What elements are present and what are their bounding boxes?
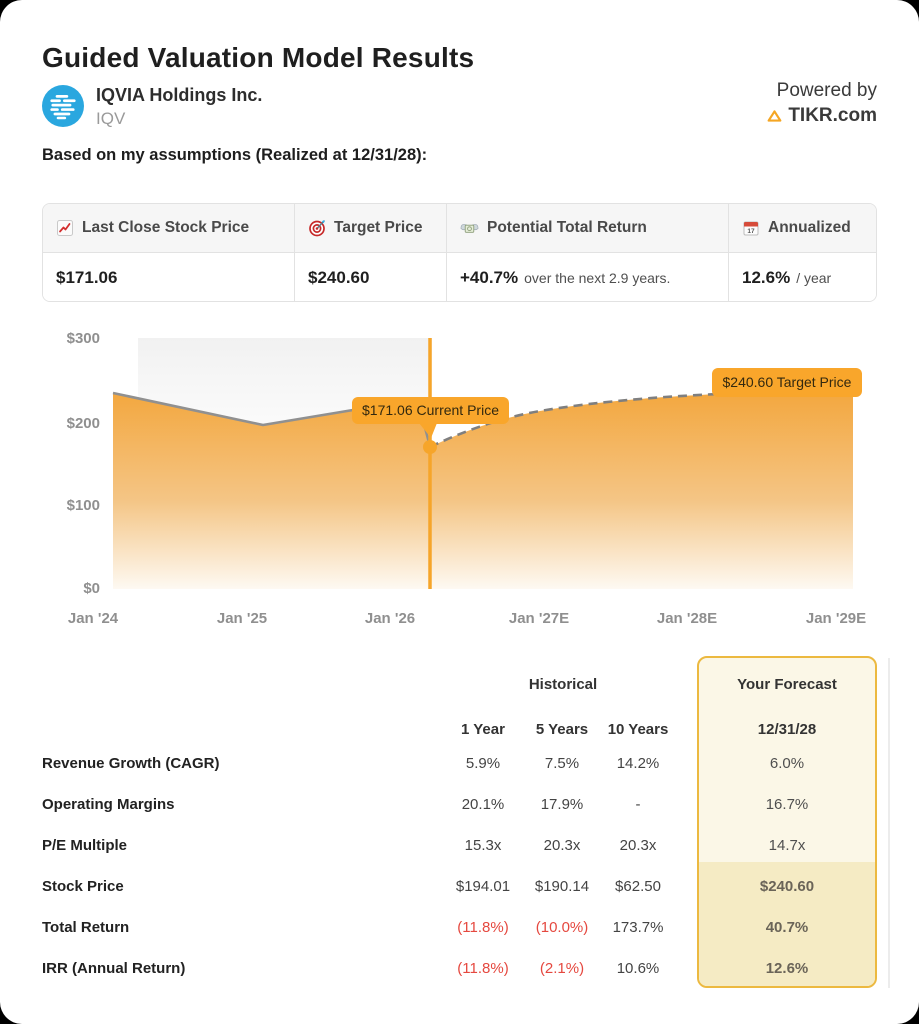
table-cell: 5.9% — [465, 755, 501, 772]
your-forecast-header: Your Forecast — [737, 676, 837, 693]
table-scrollbar-track[interactable] — [888, 658, 890, 988]
your-forecast-column-box — [697, 656, 877, 988]
summary-label: Annualized — [768, 219, 851, 236]
forecast-cell: 16.7% — [765, 796, 809, 813]
svg-text:17: 17 — [747, 228, 755, 235]
svg-text:Jan '27E: Jan '27E — [509, 610, 569, 627]
forecast-cell: 6.0% — [769, 755, 805, 772]
table-cell: $194.01 — [455, 878, 511, 895]
money-with-wings-icon — [460, 223, 479, 233]
row-label-irr: IRR (Annual Return) — [42, 960, 186, 977]
last-close-value: $171.06 — [56, 268, 118, 287]
summary-value-last-close: $171.06 — [43, 253, 294, 301]
line-chart-icon — [57, 220, 73, 236]
target-price-value: $240.60 — [308, 268, 370, 287]
table-cell: $190.14 — [534, 878, 590, 895]
company-ticker: IQV — [96, 109, 126, 128]
svg-text:Jan '25: Jan '25 — [217, 610, 267, 627]
company-name: IQVIA Holdings Inc. — [96, 85, 263, 105]
tikr-brand-link[interactable]: TIKR.com — [637, 105, 877, 127]
summary-value-total-return: +40.7% over the next 2.9 years. — [446, 253, 728, 301]
svg-text:Jan '24: Jan '24 — [68, 610, 119, 627]
row-label-total-return: Total Return — [42, 919, 130, 936]
total-return-value: +40.7% — [460, 268, 519, 287]
calendar-icon: 17 — [743, 221, 759, 236]
table-cell: 15.3x — [464, 837, 502, 854]
svg-text:$300: $300 — [67, 330, 100, 347]
summary-header-annualized: 17 Annualized — [728, 204, 876, 253]
summary-header-total-return: Potential Total Return — [446, 204, 728, 253]
total-return-note: over the next 2.9 years. — [524, 270, 671, 286]
table-cell: (11.8%) — [457, 919, 509, 936]
svg-text:$200: $200 — [67, 415, 100, 432]
y-axis-ticks: $300 $200 $100 $0 — [67, 330, 100, 597]
table-cell: $62.50 — [615, 878, 661, 895]
table-cell: 7.5% — [544, 755, 580, 772]
row-label-stock-price: Stock Price — [42, 878, 124, 895]
price-forecast-chart[interactable]: $171.06 Current Price $240.60 Target Pri… — [0, 330, 919, 640]
x-axis-ticks: Jan '24 Jan '25 Jan '26 Jan '27E Jan '28… — [68, 610, 866, 627]
row-label-pe-multiple: P/E Multiple — [42, 837, 128, 854]
col-header-10-years: 10 Years — [607, 721, 669, 738]
current-price-dot — [423, 440, 437, 454]
forecast-cell: $240.60 — [759, 878, 815, 895]
table-cell: 20.3x — [543, 837, 581, 854]
row-label-revenue-growth: Revenue Growth (CAGR) — [42, 755, 220, 772]
tikr-logo-icon — [767, 110, 782, 122]
current-price-annotation: $171.06 Current Price — [352, 397, 509, 438]
col-header-1-year: 1 Year — [461, 721, 505, 738]
table-cell: (11.8%) — [457, 960, 509, 977]
table-cell: 20.3x — [619, 837, 657, 854]
historical-area — [113, 393, 430, 589]
row-label-operating-margins: Operating Margins — [42, 796, 175, 813]
svg-text:$100: $100 — [67, 497, 100, 514]
table-cell: 17.9% — [540, 796, 584, 813]
historical-group-header: Historical — [528, 676, 598, 693]
page-title: Guided Valuation Model Results — [42, 42, 475, 73]
svg-text:$171.06 Current Price: $171.06 Current Price — [362, 402, 499, 418]
table-cell: 20.1% — [461, 796, 505, 813]
summary-label: Target Price — [334, 219, 423, 236]
col-header-forecast-date: 12/31/28 — [757, 721, 817, 738]
summary-stats-table: Last Close Stock Price Target Price Pote… — [42, 203, 877, 302]
svg-text:Jan '26: Jan '26 — [365, 610, 415, 627]
summary-label: Potential Total Return — [487, 219, 647, 236]
forecast-cell: 14.7x — [768, 837, 806, 854]
annualized-note: / year — [796, 270, 832, 286]
summary-header-last-close: Last Close Stock Price — [43, 204, 294, 253]
forecast-cell: 40.7% — [765, 919, 809, 936]
col-header-5-years: 5 Years — [535, 721, 589, 738]
table-cell: 173.7% — [612, 919, 664, 936]
table-cell: (2.1%) — [539, 960, 585, 977]
forecast-highlight-section — [699, 862, 875, 986]
table-cell: 14.2% — [616, 755, 660, 772]
target-price-annotation: $240.60 Target Price — [712, 368, 862, 397]
table-cell: 10.6% — [616, 960, 660, 977]
summary-label: Last Close Stock Price — [82, 219, 250, 236]
summary-value-annualized: 12.6% / year — [728, 253, 876, 301]
table-cell: (10.0%) — [535, 919, 589, 936]
annualized-value: 12.6% — [742, 268, 791, 287]
tikr-brand-name: TIKR.com — [788, 105, 877, 126]
svg-text:Jan '29E: Jan '29E — [806, 610, 866, 627]
summary-header-target-price: Target Price — [294, 204, 446, 253]
company-logo-icon — [42, 85, 84, 127]
assumptions-heading: Based on my assumptions (Realized at 12/… — [42, 146, 428, 164]
summary-value-target-price: $240.60 — [294, 253, 446, 301]
svg-text:$240.60 Target Price: $240.60 Target Price — [723, 374, 852, 390]
svg-text:$0: $0 — [83, 580, 100, 597]
forecast-area — [430, 388, 853, 589]
svg-text:Jan '28E: Jan '28E — [657, 610, 717, 627]
table-cell: - — [635, 796, 641, 813]
powered-by-label: Powered by — [776, 80, 877, 101]
forecast-cell: 12.6% — [765, 960, 809, 977]
target-icon — [309, 219, 326, 237]
